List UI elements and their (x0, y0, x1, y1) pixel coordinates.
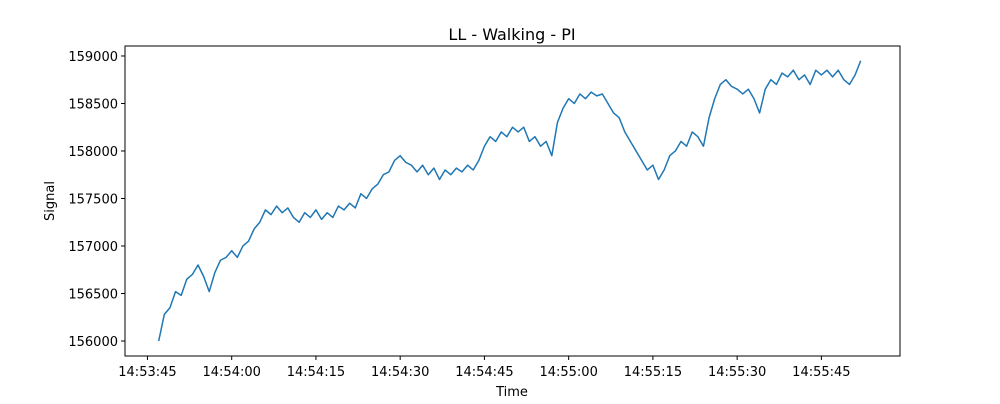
x-tick-label: 14:54:00 (203, 365, 261, 380)
x-tick-label: 14:53:45 (118, 365, 176, 380)
x-tick-label: 14:55:45 (792, 365, 850, 380)
x-tick-label: 14:54:45 (455, 365, 513, 380)
y-axis-label: Signal (43, 181, 58, 221)
plot-frame (124, 45, 901, 357)
y-tick-label: 158500 (68, 97, 118, 112)
data-line (157, 60, 862, 342)
x-tick-label: 14:55:00 (539, 365, 597, 380)
x-tick-label: 14:54:30 (371, 365, 429, 380)
y-tick-label: 158000 (68, 145, 118, 160)
y-tick-label: 157000 (68, 240, 118, 255)
y-tick-label: 156000 (68, 335, 118, 350)
y-tick-label: 157500 (68, 192, 118, 207)
x-tick-label: 14:55:15 (624, 365, 682, 380)
x-tick-label: 14:54:15 (287, 365, 345, 380)
y-tick-label: 159000 (68, 50, 118, 65)
x-tick-label: 14:55:30 (708, 365, 766, 380)
x-axis-label: Time (495, 385, 528, 400)
y-tick-label: 156500 (68, 287, 118, 302)
chart-title: LL - Walking - PI (448, 25, 575, 44)
